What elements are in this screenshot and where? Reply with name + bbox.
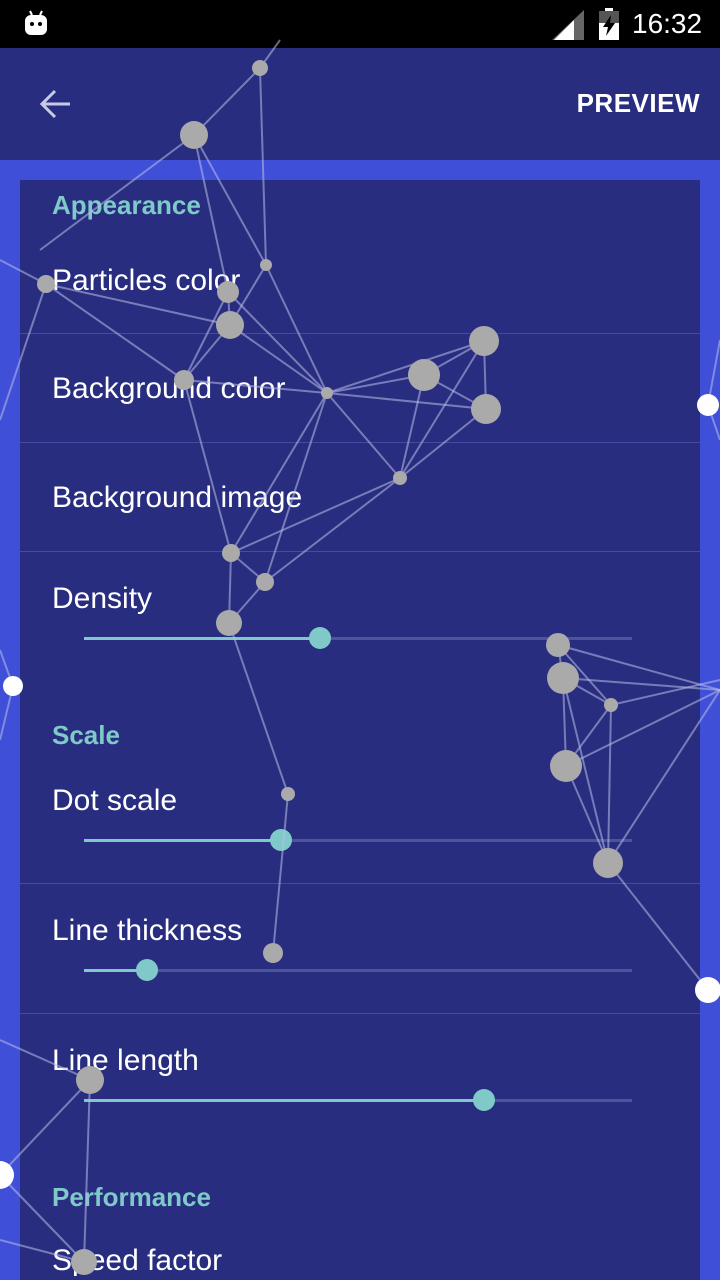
pref-title: Speed factor bbox=[52, 1244, 223, 1277]
settings-list: Appearance Particles color Background co… bbox=[20, 180, 700, 1280]
line-thickness-slider[interactable] bbox=[84, 956, 632, 984]
slider-fill bbox=[84, 969, 148, 972]
slider-fill bbox=[84, 1099, 485, 1102]
slider-thumb[interactable] bbox=[270, 829, 293, 851]
android-icon bbox=[25, 10, 47, 35]
slider-thumb[interactable] bbox=[136, 959, 159, 981]
status-bar: 16:32 bbox=[0, 0, 720, 48]
line-length-label: Line length bbox=[52, 1044, 199, 1077]
divider bbox=[20, 883, 700, 884]
category-appearance: Appearance bbox=[52, 190, 201, 220]
pref-title: Background image bbox=[52, 481, 303, 514]
slider-fill bbox=[84, 839, 282, 842]
signal-icon bbox=[552, 10, 584, 40]
dot-scale-label: Dot scale bbox=[52, 784, 178, 817]
pref-background-image[interactable]: Background image bbox=[20, 443, 700, 551]
slider-track bbox=[84, 637, 632, 640]
slider-thumb[interactable] bbox=[473, 1089, 496, 1111]
divider bbox=[20, 1013, 700, 1014]
divider bbox=[20, 551, 700, 552]
preview-button[interactable]: PREVIEW bbox=[576, 88, 700, 118]
pref-speed-factor[interactable]: Speed factor bbox=[20, 1220, 700, 1280]
pref-title: Particles color bbox=[52, 264, 241, 297]
slider-track bbox=[84, 839, 632, 842]
density-label: Density bbox=[52, 582, 153, 615]
app-bar: PREVIEW bbox=[0, 48, 720, 160]
pref-title: Background color bbox=[52, 372, 286, 405]
status-time: 16:32 bbox=[632, 8, 703, 39]
line-thickness-label: Line thickness bbox=[52, 914, 243, 947]
slider-thumb[interactable] bbox=[308, 627, 331, 649]
density-slider[interactable] bbox=[84, 624, 632, 652]
pref-background-color[interactable]: Background color bbox=[20, 334, 700, 442]
back-button[interactable] bbox=[30, 80, 82, 128]
category-scale: Scale bbox=[52, 720, 120, 750]
category-performance: Performance bbox=[52, 1182, 211, 1212]
slider-fill bbox=[84, 637, 320, 640]
dot-scale-slider[interactable] bbox=[84, 826, 632, 854]
line-length-slider[interactable] bbox=[84, 1086, 632, 1114]
battery-charging-icon bbox=[599, 8, 619, 40]
slider-track bbox=[84, 969, 632, 972]
pref-particles-color[interactable]: Particles color bbox=[20, 224, 700, 332]
arrow-back-icon bbox=[39, 89, 70, 119]
divider bbox=[20, 333, 700, 334]
